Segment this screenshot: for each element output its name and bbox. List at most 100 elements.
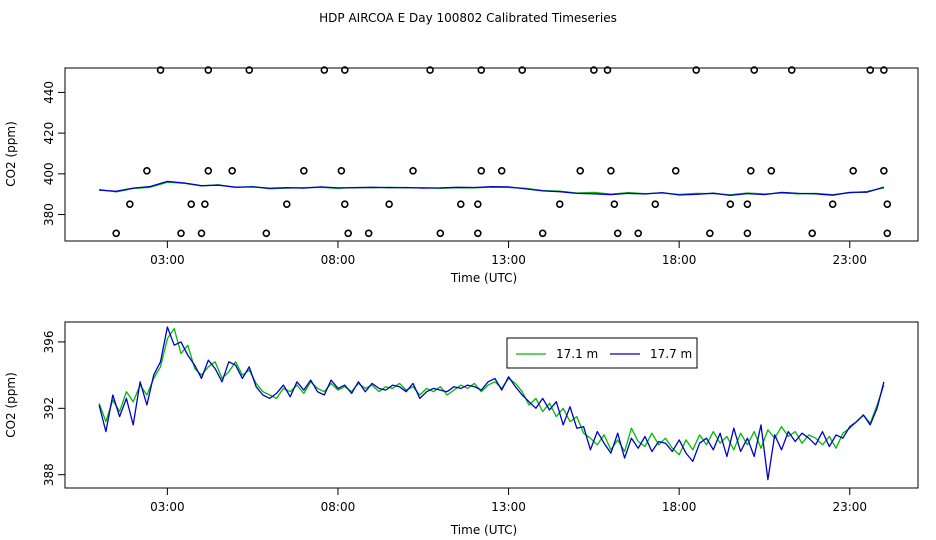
outlier-point: [849, 166, 857, 175]
outlier-point: [477, 166, 486, 175]
bottom-x-tick-label: 23:00: [832, 500, 867, 514]
outlier-point: [590, 66, 598, 74]
outlier-point: [112, 229, 120, 238]
top-y-tick-label: 380: [42, 203, 56, 226]
bottom-series-1-line: [98, 327, 885, 456]
outlier-point: [880, 66, 888, 74]
top-y-axis: 380 400 420 440: [42, 81, 65, 226]
outlier-point: [497, 166, 506, 175]
bottom-x-axis: 03:00 08:00 13:00 18:00 23:00: [150, 488, 867, 514]
outlier-point: [344, 229, 352, 238]
outlier-point: [880, 166, 888, 175]
outlier-point: [197, 229, 206, 238]
figure-title: HDP AIRCOA E Day 100802 Calibrated Times…: [319, 11, 617, 25]
bottom-x-tick-label: 03:00: [150, 500, 185, 514]
outlier-point: [245, 66, 254, 74]
bottom-y-tick-label: 392: [42, 397, 56, 420]
outlier-point: [456, 200, 465, 208]
top-x-tick-label: 18:00: [662, 253, 697, 267]
legend-box: [506, 337, 698, 369]
outlier-point: [474, 200, 482, 208]
top-x-tick-label: 03:00: [150, 253, 185, 267]
outlier-point: [126, 200, 134, 208]
outlier-point: [610, 200, 619, 208]
top-x-axis-label: Time (UTC): [450, 271, 517, 285]
bottom-series-lines: [98, 326, 885, 481]
bottom-x-tick-label: 18:00: [662, 500, 697, 514]
outlier-point: [477, 66, 486, 74]
outlier-point: [340, 66, 349, 74]
top-x-tick-label: 13:00: [491, 253, 526, 267]
outlier-point: [576, 166, 585, 175]
outlier-point: [177, 229, 185, 238]
outlier-point: [651, 200, 660, 208]
outlier-point: [750, 66, 759, 74]
top-plot-frame: [64, 67, 919, 242]
outlier-point: [767, 166, 776, 175]
outlier-point: [320, 66, 329, 74]
outlier-point: [282, 200, 291, 208]
top-outlier-points: [112, 66, 892, 238]
top-x-axis: 03:00 08:00 13:00 18:00 23:00: [150, 241, 867, 267]
outlier-point: [603, 66, 612, 74]
bottom-x-tick-label: 13:00: [491, 500, 526, 514]
outlier-point: [340, 200, 349, 208]
top-series-2-line: [99, 180, 885, 197]
top-series-1-line: [99, 181, 885, 196]
legend: 17.1 m 17.7 m: [506, 337, 698, 369]
bottom-plot-frame: [64, 321, 919, 489]
top-y-tick-label: 440: [42, 81, 56, 104]
top-x-tick-label: 08:00: [321, 253, 356, 267]
outlier-point: [538, 229, 547, 238]
top-y-tick-label: 400: [42, 162, 56, 185]
bottom-panel: 388 392 396 03:00 08:00 13:00 18:00 23:00 Time…: [4, 321, 919, 537]
legend-label-series-1: 17.1 m: [556, 347, 598, 361]
outlier-point: [228, 166, 236, 175]
bottom-series-2-line: [98, 326, 885, 481]
top-panel: 380 400 420 440 03:00 08:00 13:00 18:00 23:00 T…: [4, 66, 919, 285]
outlier-point: [692, 66, 701, 74]
bottom-y-axis: 388 392 396: [42, 330, 65, 486]
outlier-point: [883, 200, 892, 208]
outlier-point: [156, 66, 165, 74]
outlier-point: [883, 229, 892, 238]
bottom-y-axis-label: CO2 (ppm): [4, 372, 18, 438]
outlier-point: [204, 166, 213, 175]
outlier-point: [866, 66, 875, 74]
outlier-point: [743, 229, 752, 238]
bottom-y-tick-label: 388: [42, 463, 56, 486]
outlier-point: [726, 200, 735, 208]
outlier-point: [474, 229, 482, 238]
top-y-axis-label: CO2 (ppm): [4, 121, 18, 187]
top-series-lines: [99, 180, 885, 197]
outlier-point: [337, 166, 346, 175]
outlier-point: [743, 200, 752, 208]
outlier-point: [607, 166, 615, 175]
outlier-point: [204, 66, 213, 74]
outlier-point: [787, 66, 796, 74]
bottom-x-axis-label: Time (UTC): [450, 523, 517, 537]
top-x-tick-label: 23:00: [832, 253, 867, 267]
outlier-point: [385, 200, 393, 208]
outlier-point: [828, 200, 837, 208]
outlier-point: [706, 229, 714, 238]
outlier-point: [436, 229, 445, 238]
outlier-point: [201, 200, 209, 208]
outlier-point: [634, 229, 643, 238]
bottom-x-tick-label: 08:00: [321, 500, 356, 514]
outlier-point: [555, 200, 564, 208]
outlier-point: [262, 229, 271, 238]
outlier-point: [143, 166, 151, 175]
outlier-point: [187, 200, 196, 208]
outlier-point: [808, 229, 817, 238]
outlier-point: [671, 166, 680, 175]
outlier-point: [409, 166, 417, 175]
outlier-point: [747, 166, 755, 175]
outlier-point: [613, 229, 622, 238]
legend-label-series-2: 17.7 m: [650, 347, 692, 361]
outlier-point: [364, 229, 373, 238]
bottom-y-tick-label: 396: [42, 330, 56, 353]
top-y-tick-label: 420: [42, 122, 56, 145]
outlier-point: [426, 66, 434, 74]
